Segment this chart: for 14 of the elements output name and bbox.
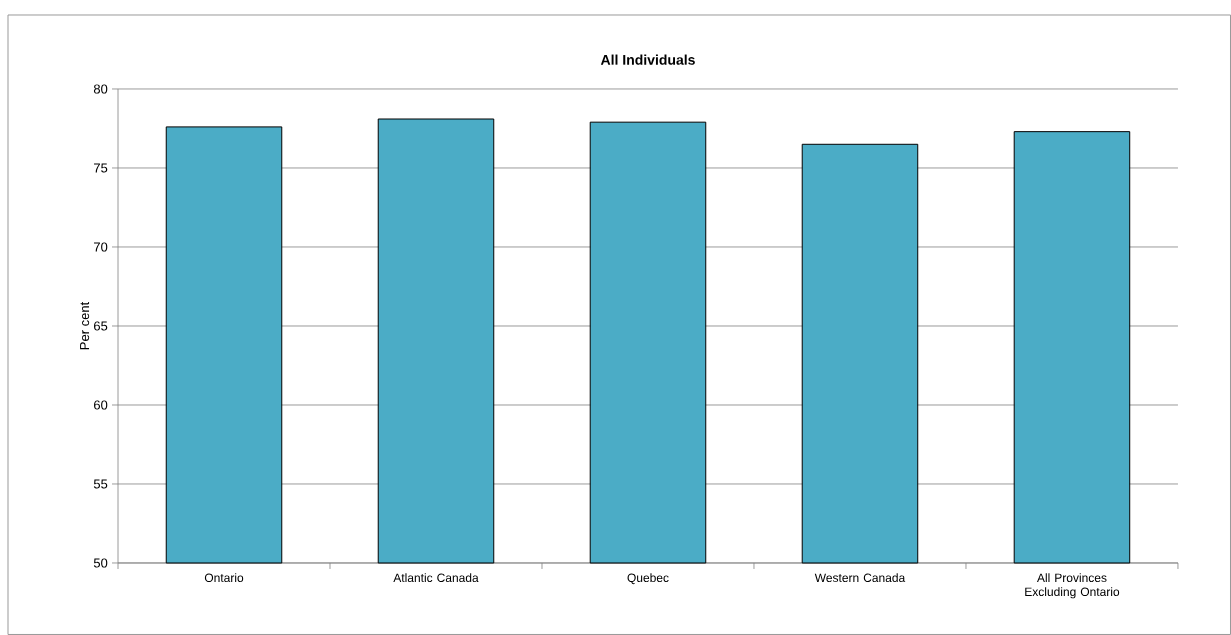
x-tick-label: All Provinces Excluding Ontario [1025, 573, 1120, 599]
y-tick-label: 70 [94, 242, 108, 252]
y-axis-title: Per cent [80, 301, 90, 350]
x-tick-label: Western Canada [814, 573, 906, 582]
y-tick-label: 65 [94, 321, 108, 331]
y-tick-label: 60 [94, 400, 108, 410]
y-tick-label: 75 [94, 163, 108, 173]
x-tick-label: Ontario [204, 573, 244, 582]
y-tick-label: 80 [93, 84, 108, 94]
y-tick-label: 50 [93, 558, 108, 568]
x-tick-label: Atlantic Canada [393, 573, 479, 582]
y-tick-label: 55 [93, 479, 108, 489]
chart-title: All Individuals [600, 54, 695, 65]
x-tick-label: Quebec [627, 573, 669, 585]
